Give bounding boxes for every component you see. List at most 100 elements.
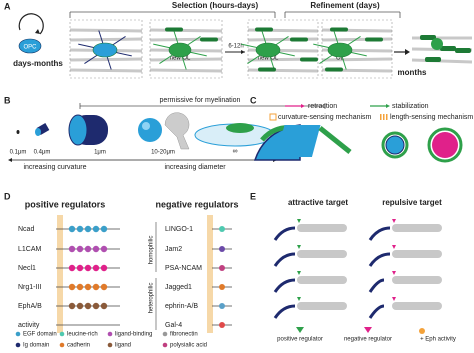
time-label: 6-12h [228,44,243,50]
cell-shape [164,112,190,150]
range-title: permissive for myelination [160,97,241,104]
legend-label: negative regulator [344,337,392,343]
size-label: 0.1μm [10,150,27,156]
domain [76,283,84,291]
regulator-name: LINGO-1 [165,226,193,233]
column-title: negative regulators [155,199,238,209]
regulator [392,219,396,223]
wrap [381,131,409,159]
myelin-sheath [455,48,471,53]
regulator-name: activity [18,322,40,329]
cell-body [431,38,443,50]
legend-label: stabilization [392,103,429,110]
column-title: repulsive target [382,198,442,207]
ol-process [318,126,352,154]
group-label: homophilic [149,236,155,265]
arrow-head [35,29,40,34]
cell-body [168,42,192,58]
time-label: days-months [13,59,63,68]
arrow-head [241,50,245,54]
regulator-name: PSA-NCAM [165,265,202,272]
regulator [297,245,301,249]
axon [149,57,223,62]
domain [100,302,108,310]
myelin-sheath [255,27,273,32]
domain [84,264,92,272]
domain [92,302,100,310]
axon [149,68,223,73]
legend-label: EGF domain [23,332,57,338]
domain [100,264,108,272]
axon [392,224,442,232]
domain [84,245,92,253]
domain [219,322,225,328]
domain [76,225,84,233]
myelin-sheath [330,27,348,32]
arrow-head [301,104,305,108]
axon [392,250,442,258]
wrap [427,127,463,163]
legend-icon [15,342,21,348]
domain [68,245,76,253]
legend-label: polysialic acid [170,343,207,349]
axon [69,28,143,33]
axon-end [68,114,88,146]
domain [68,302,76,310]
axon-end [16,130,20,134]
domain [92,225,100,233]
regulator-name: ephrin-A/B [165,303,198,310]
legend-icon [107,342,113,348]
domain [84,302,92,310]
domain [76,302,84,310]
surface [275,125,321,157]
panel-label: C [250,95,257,105]
regulator [297,219,301,223]
cell-label: OPC [23,45,37,51]
phase-title: Selection (hours-days) [172,1,259,10]
group-label: heterophilic [149,283,155,314]
axon [297,250,347,258]
panel-frame [69,19,143,79]
domain [68,225,76,233]
axon [321,57,393,62]
cell-body [255,42,281,58]
domain [219,284,225,290]
axon [69,68,143,73]
axon [297,276,347,284]
cell-label: OL [336,56,345,62]
axon [297,302,347,310]
ol-process [273,304,296,319]
domain [68,283,76,291]
regulator [297,271,301,275]
domain [76,264,84,272]
size-label: 0.4μm [34,150,51,156]
bead-highlight [142,122,150,130]
bead [138,118,162,142]
time-label: months [398,68,427,77]
ol-process [273,252,296,267]
cycle-arrow [18,13,44,35]
axon [69,57,143,62]
size-label: 1μm [94,150,106,156]
axis-label: increasing curvature [23,164,86,171]
domain [219,226,225,232]
cell-label: new OL [170,56,191,62]
legend-label: ligand [115,343,131,349]
regulator [392,271,396,275]
regulator [392,245,396,249]
myelin-sheath [420,35,436,40]
size-label: 10-20μm [151,150,175,156]
legend-label: length-sensing mechanism [390,114,473,121]
myelin-sheath [425,57,441,62]
domain [92,245,100,253]
legend-icon [162,331,168,337]
legend-label: leucine-rich [67,332,98,338]
ol-on-surface [226,123,254,133]
domain [100,283,108,291]
legend-dash [386,114,388,120]
myelin-sheath [365,37,383,42]
regulator [392,297,396,301]
domain [219,303,225,309]
domain [219,265,225,271]
